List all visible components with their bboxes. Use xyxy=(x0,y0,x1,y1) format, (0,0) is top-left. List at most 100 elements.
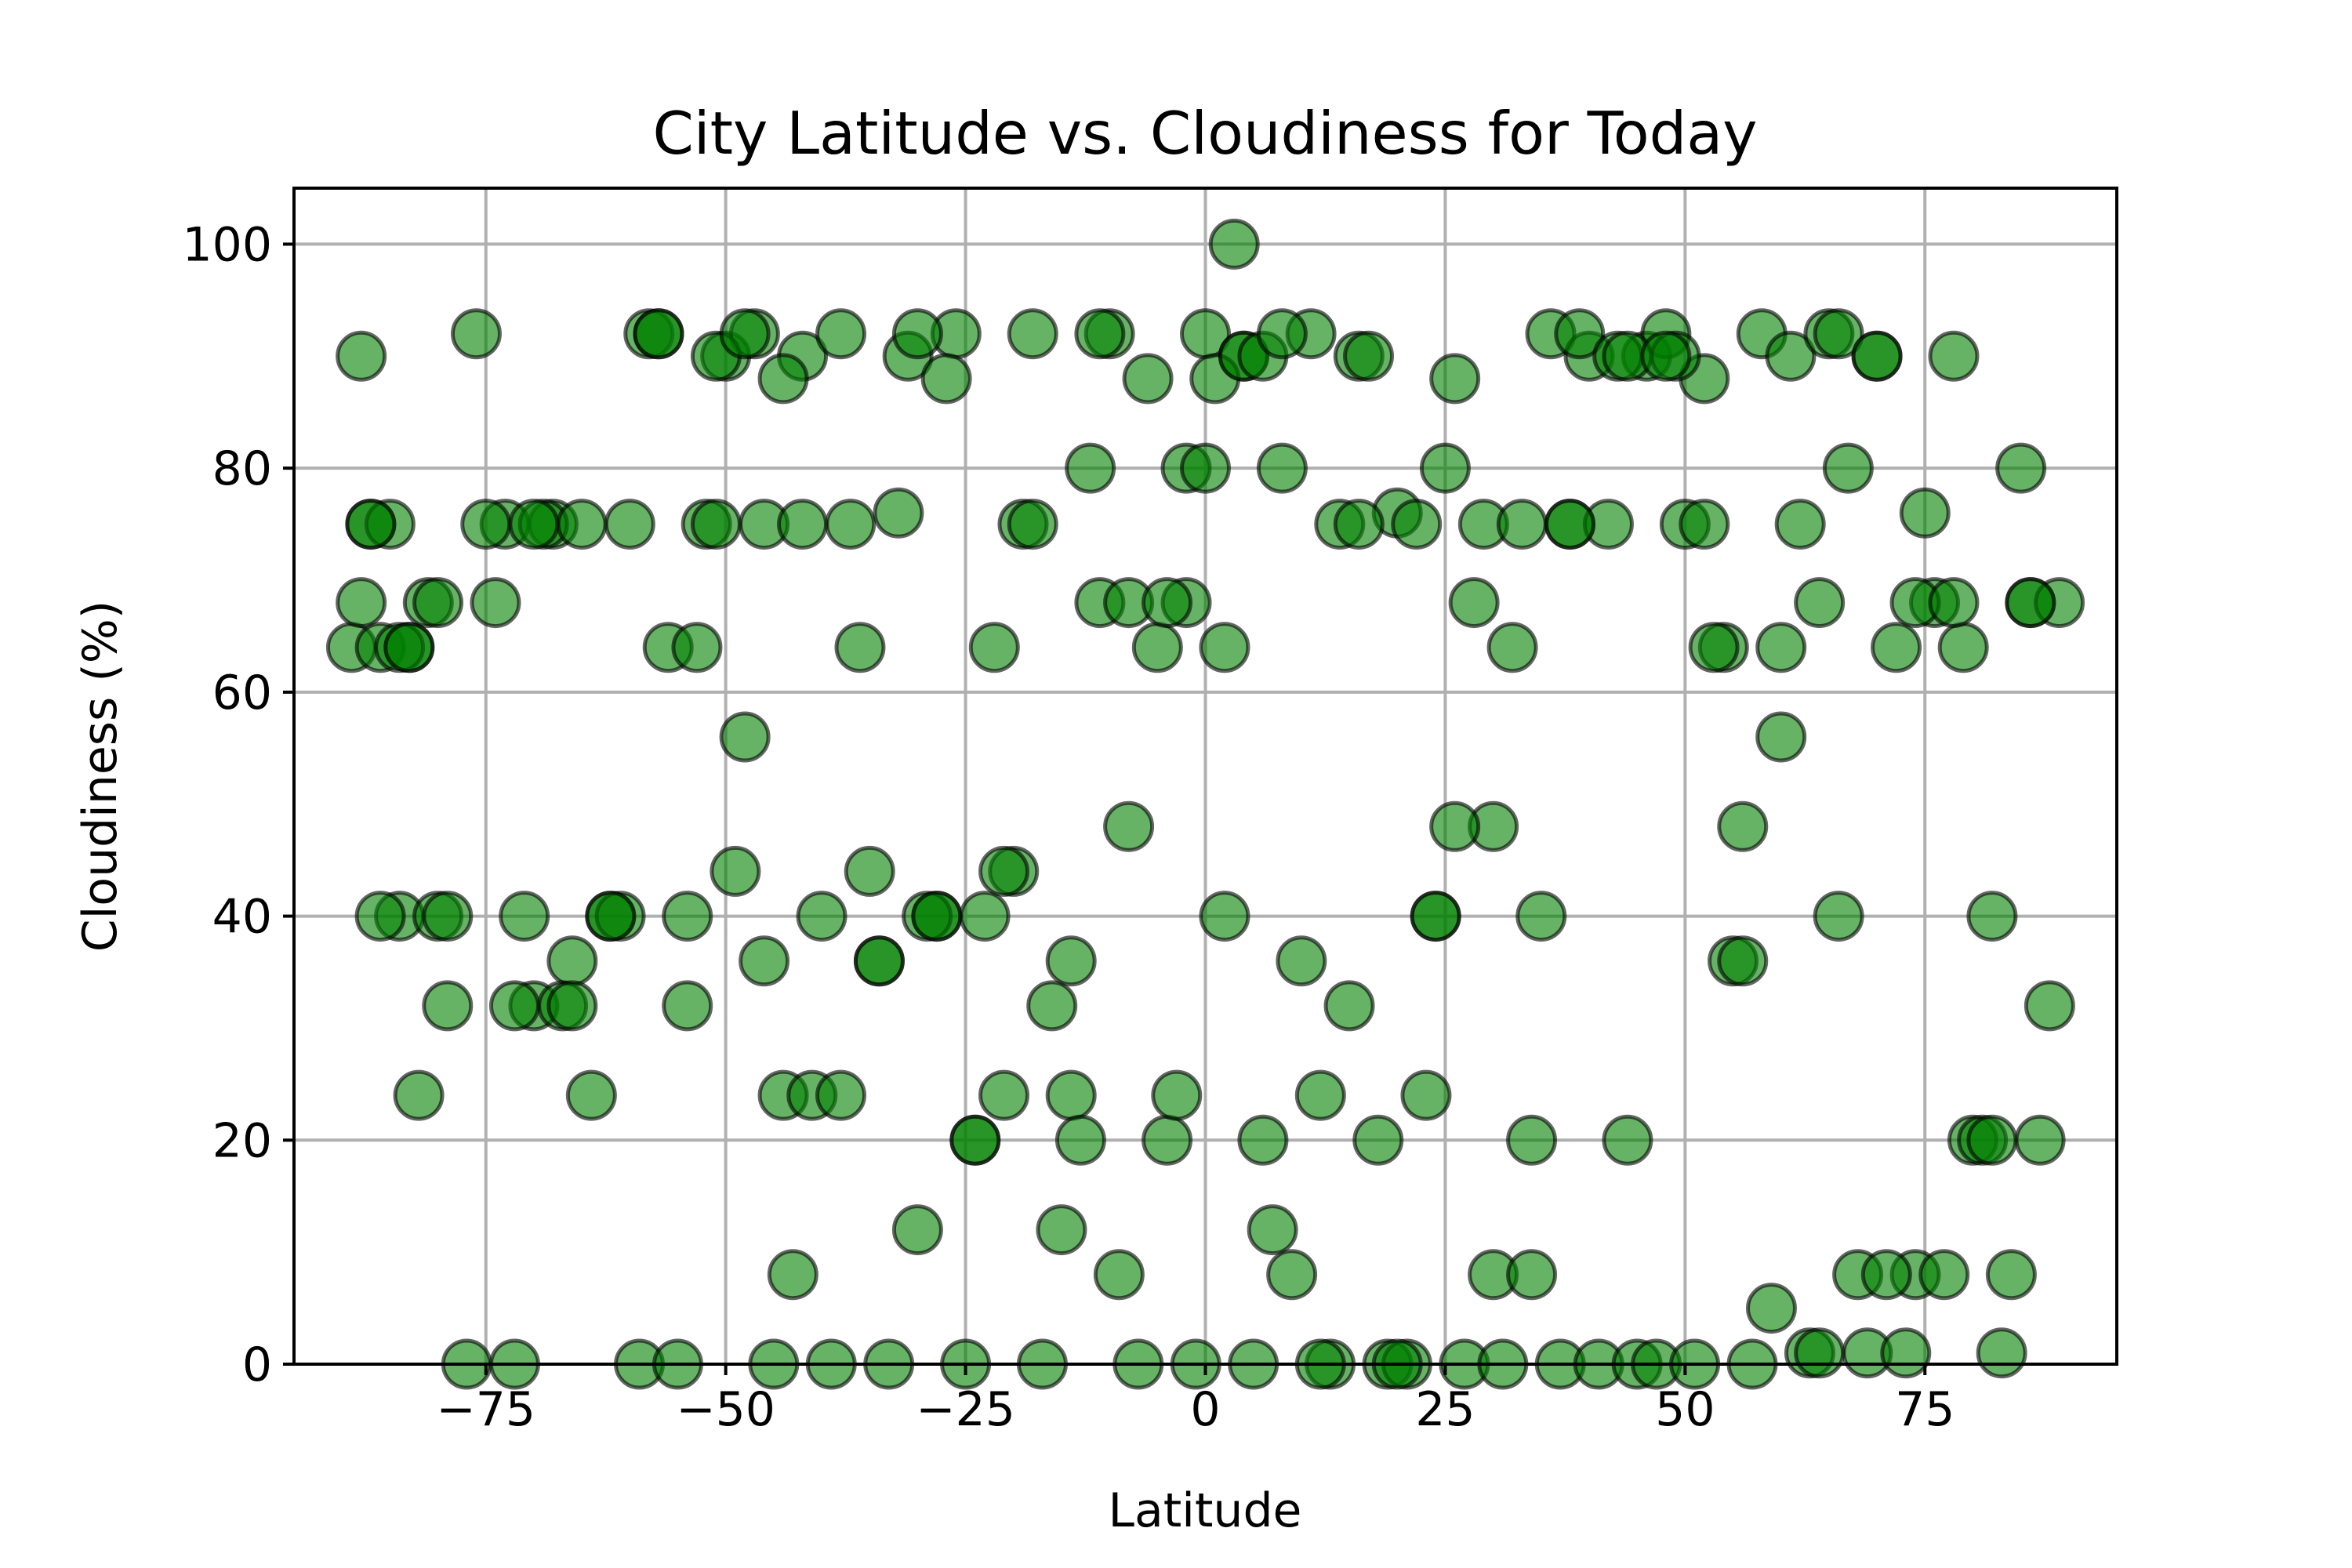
data-point xyxy=(1554,308,1606,360)
data-point xyxy=(1813,891,1864,942)
data-point xyxy=(460,499,512,550)
data-point xyxy=(815,1069,866,1121)
data-point xyxy=(1966,891,2018,942)
data-point xyxy=(556,499,608,550)
data-point xyxy=(1928,577,1980,629)
data-point xyxy=(1093,1249,1145,1301)
data-point xyxy=(1419,442,1471,494)
data-point xyxy=(1256,308,1308,360)
data-point xyxy=(690,499,742,550)
data-point xyxy=(508,499,560,550)
data-point xyxy=(383,622,435,673)
data-point xyxy=(853,935,905,987)
data-point xyxy=(662,891,713,942)
data-point xyxy=(1899,487,1951,539)
data-point xyxy=(1679,499,1730,550)
data-point xyxy=(1544,499,1595,550)
data-point xyxy=(1774,499,1826,550)
data-point xyxy=(1851,330,1903,382)
y-tick-label: 80 xyxy=(212,441,272,496)
data-point xyxy=(1602,1114,1653,1166)
data-point xyxy=(488,980,540,1032)
data-point xyxy=(1208,218,1260,270)
data-point xyxy=(1065,442,1116,494)
data-point xyxy=(1515,891,1567,942)
x-tick-label: 75 xyxy=(1895,1382,1955,1437)
data-point xyxy=(1142,1114,1193,1166)
data-point xyxy=(1045,935,1097,987)
x-axis-label: Latitude xyxy=(1109,1483,1302,1538)
data-point xyxy=(1871,622,1922,673)
data-point xyxy=(1813,308,1864,360)
x-tick-label: 50 xyxy=(1655,1382,1715,1437)
data-point xyxy=(1045,1069,1097,1121)
data-point xyxy=(1352,1114,1404,1166)
data-point xyxy=(978,845,1030,897)
data-point xyxy=(844,845,895,897)
data-point xyxy=(1323,980,1375,1032)
data-point xyxy=(1506,1249,1558,1301)
data-point xyxy=(1429,800,1481,852)
data-point xyxy=(470,577,521,629)
data-point xyxy=(1860,1249,1912,1301)
data-point xyxy=(1180,442,1231,494)
data-point xyxy=(354,891,406,942)
data-point xyxy=(1343,330,1395,382)
data-point xyxy=(1880,1327,1932,1379)
x-tick-label: 25 xyxy=(1415,1382,1475,1437)
y-tick-label: 60 xyxy=(212,666,272,720)
data-point xyxy=(1794,1327,1846,1379)
data-point xyxy=(1918,1249,1970,1301)
data-point xyxy=(1103,800,1155,852)
data-point xyxy=(1400,1069,1452,1121)
data-point xyxy=(662,980,713,1032)
data-point xyxy=(825,499,877,550)
y-axis-label: Cloudiness (%) xyxy=(73,601,128,952)
data-point xyxy=(1985,1249,2037,1301)
data-point xyxy=(1937,622,1989,673)
data-point xyxy=(1745,1283,1797,1334)
data-point xyxy=(1448,577,1500,629)
data-point xyxy=(739,935,790,987)
data-point xyxy=(1410,891,1461,942)
data-point xyxy=(1717,800,1769,852)
axis-ticks: −75 −50 −25 0 25 50 75 0 20 40 60 80 100 xyxy=(182,217,1955,1437)
y-tick-label: 100 xyxy=(182,217,272,272)
data-point xyxy=(1007,308,1058,360)
data-point xyxy=(565,1069,617,1121)
data-point xyxy=(1007,499,1058,550)
data-point xyxy=(1266,1249,1318,1301)
data-point xyxy=(1074,308,1126,360)
data-point xyxy=(336,330,387,382)
data-point xyxy=(873,487,924,539)
data-point xyxy=(336,577,387,629)
data-point xyxy=(1928,330,1980,382)
data-point xyxy=(1142,577,1193,629)
data-point xyxy=(1688,622,1740,673)
data-point xyxy=(671,622,723,673)
data-point xyxy=(949,1114,1001,1166)
data-point xyxy=(710,845,761,897)
data-point xyxy=(1036,1204,1087,1256)
data-point xyxy=(1151,1069,1203,1121)
data-point xyxy=(1026,980,1078,1032)
data-point xyxy=(1247,1204,1298,1256)
data-point xyxy=(719,308,771,360)
data-point xyxy=(978,1069,1030,1121)
data-point xyxy=(1717,935,1769,987)
data-point xyxy=(422,980,474,1032)
data-point xyxy=(1131,622,1183,673)
data-point xyxy=(1794,577,1846,629)
chart-title: City Latitude vs. Cloudiness for Today xyxy=(652,99,1757,168)
data-point xyxy=(1755,711,1807,763)
data-point xyxy=(834,622,886,673)
data-point xyxy=(1506,1114,1558,1166)
data-point xyxy=(757,353,809,405)
data-point xyxy=(1822,442,1874,494)
data-point xyxy=(1765,330,1817,382)
data-point xyxy=(1496,499,1548,550)
data-point xyxy=(1995,442,2047,494)
data-point xyxy=(777,499,829,550)
y-tick-label: 40 xyxy=(212,890,272,945)
